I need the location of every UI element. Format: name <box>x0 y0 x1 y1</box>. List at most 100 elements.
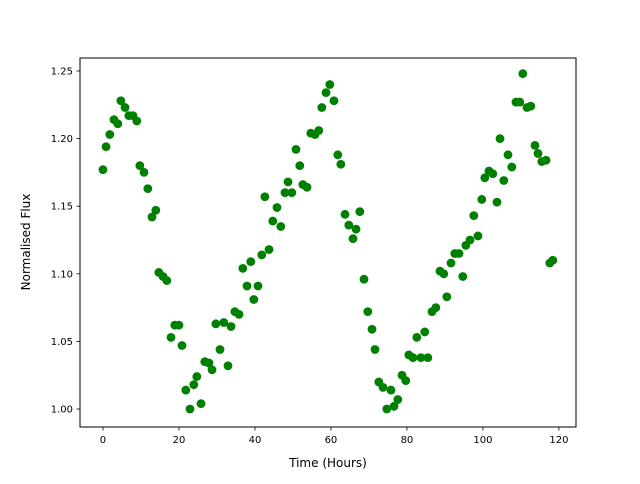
data-point <box>264 245 274 254</box>
data-point <box>101 142 111 152</box>
y-tick-label: 1.00 <box>51 405 73 416</box>
data-point <box>287 188 297 198</box>
data-point <box>488 169 498 179</box>
data-point <box>162 276 172 285</box>
data-point <box>181 385 191 395</box>
data-point <box>454 249 464 258</box>
y-axis-label: Normalised Flux <box>19 194 33 291</box>
data-point <box>340 209 350 219</box>
data-point <box>147 212 157 222</box>
x-tick-label: 0 <box>100 435 106 446</box>
data-point <box>420 327 430 337</box>
data-point <box>204 358 214 368</box>
data-point <box>386 385 396 395</box>
data-point <box>174 320 184 330</box>
x-tick-label: 100 <box>473 435 492 446</box>
data-point <box>132 116 142 126</box>
data-point <box>223 361 233 371</box>
data-point <box>507 162 517 172</box>
data-point <box>321 88 331 98</box>
x-tick-label: 20 <box>173 435 186 446</box>
data-point <box>143 184 153 194</box>
data-point <box>135 161 145 171</box>
data-point <box>249 295 259 304</box>
data-point <box>317 103 327 112</box>
data-point <box>431 303 441 313</box>
data-point <box>367 324 377 334</box>
data-point <box>515 97 525 107</box>
data-point <box>359 274 369 284</box>
data-point <box>139 167 149 177</box>
data-point <box>503 150 513 160</box>
y-tick-label: 1.15 <box>51 202 73 213</box>
data-point <box>295 161 305 171</box>
data-point <box>120 103 130 112</box>
data-point <box>105 130 115 139</box>
x-tick-label: 60 <box>325 435 338 446</box>
data-point <box>355 207 365 217</box>
data-point <box>530 140 540 150</box>
data-point <box>268 216 278 226</box>
data-point <box>382 404 392 414</box>
data-point <box>492 197 502 207</box>
data-point <box>215 345 225 354</box>
y-tick-label: 1.10 <box>51 269 73 280</box>
data-point <box>336 159 346 169</box>
data-point <box>480 173 490 183</box>
data-point <box>412 332 422 342</box>
data-point <box>401 376 411 386</box>
data-point <box>246 257 256 267</box>
x-axis-ticks: 0 20 40 60 80 100 120 <box>100 427 568 446</box>
data-point <box>219 318 229 327</box>
data-point <box>541 155 551 165</box>
data-point <box>469 211 479 221</box>
data-point <box>477 195 487 204</box>
data-point <box>166 332 176 342</box>
data-point <box>276 222 286 231</box>
data-point <box>192 372 202 381</box>
data-point <box>548 255 558 265</box>
data-point <box>272 203 282 212</box>
data-point <box>333 150 343 160</box>
data-point <box>465 235 475 245</box>
data-point <box>518 69 528 79</box>
data-point <box>526 101 536 111</box>
data-point <box>533 149 543 158</box>
y-tick-label: 1.25 <box>51 66 73 77</box>
data-point <box>113 119 123 129</box>
data-point <box>393 395 403 404</box>
data-point <box>283 177 293 187</box>
data-points <box>98 69 558 414</box>
data-point <box>378 382 388 392</box>
data-point <box>446 258 456 268</box>
data-point <box>207 365 217 375</box>
data-point <box>314 126 324 135</box>
data-point <box>257 250 267 260</box>
data-point <box>280 188 290 198</box>
data-point <box>423 353 433 363</box>
data-point <box>458 272 468 281</box>
x-tick-label: 40 <box>249 435 262 446</box>
data-point <box>185 404 195 414</box>
data-point <box>196 399 206 409</box>
y-tick-label: 1.05 <box>51 337 73 348</box>
data-point <box>242 281 252 291</box>
data-point <box>238 263 248 273</box>
data-point <box>439 269 449 279</box>
data-point <box>389 401 399 411</box>
data-point <box>302 182 312 192</box>
data-point <box>416 353 426 363</box>
y-axis-ticks: 1.00 1.05 1.10 1.15 1.20 1.25 <box>51 66 80 416</box>
data-point <box>348 234 358 244</box>
data-point <box>226 322 236 331</box>
data-point <box>98 165 108 175</box>
data-point <box>495 134 505 143</box>
data-point <box>260 192 270 202</box>
data-point <box>211 319 221 329</box>
x-tick-label: 80 <box>401 435 414 446</box>
data-point <box>370 345 380 354</box>
data-point <box>473 231 483 241</box>
data-point <box>329 96 339 106</box>
